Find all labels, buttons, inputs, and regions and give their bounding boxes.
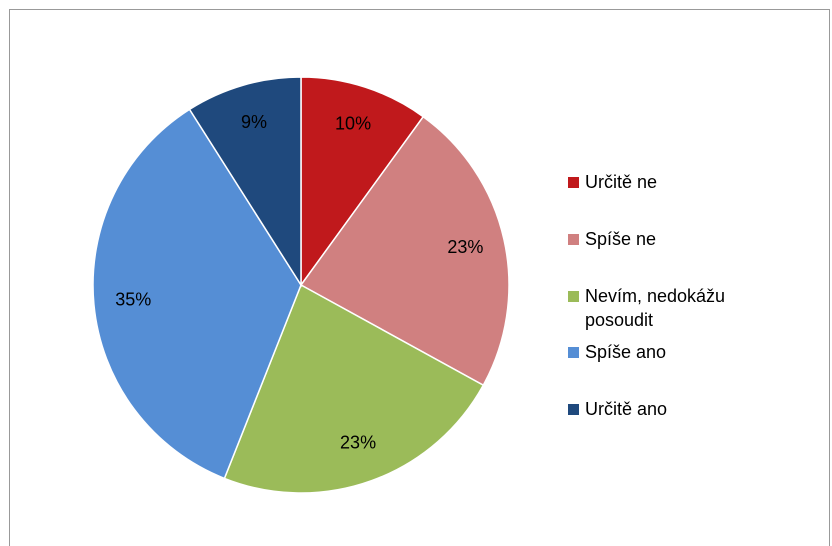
legend-label: Určitě ne — [585, 172, 658, 192]
legend-label: Nevím, nedokážu posoudit — [585, 286, 726, 330]
legend-swatch — [568, 234, 579, 245]
data-label: 23% — [447, 237, 483, 257]
legend-swatch — [568, 347, 579, 358]
legend-label: Spíše ne — [585, 229, 657, 249]
data-label: 35% — [115, 290, 151, 310]
pie-slice — [299, 115, 510, 387]
pie-slice — [300, 76, 425, 288]
data-label: 23% — [340, 432, 376, 452]
legend-swatch — [568, 291, 579, 302]
legend-swatch — [568, 404, 579, 415]
legend-label: Spíše ano — [585, 342, 667, 362]
data-label: 10% — [335, 114, 371, 134]
data-label: 9% — [241, 112, 267, 132]
pie-slice — [223, 283, 485, 494]
pie-slice — [92, 108, 302, 480]
legend-swatch — [568, 177, 579, 188]
pie-slice — [188, 76, 302, 288]
legend-label: Určitě ano — [585, 399, 668, 419]
